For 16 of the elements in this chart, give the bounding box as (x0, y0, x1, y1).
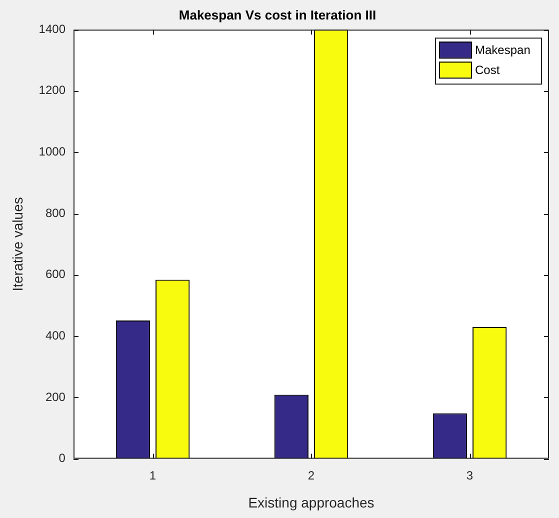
x-tick-label: 3 (466, 468, 474, 482)
legend-label: Makespan (475, 42, 530, 57)
y-tick-label: 0 (58, 451, 66, 466)
y-axis-title: Iterative values (9, 197, 26, 292)
legend-label: Cost (475, 62, 500, 77)
x-tick-label: 2 (308, 468, 315, 482)
y-tick-label: 1200 (38, 83, 66, 98)
y-tick-label: 1000 (38, 144, 66, 159)
chart-title: Makespan Vs cost in Iteration III (178, 7, 376, 22)
y-tick-label: 1400 (38, 22, 66, 36)
y-tick-label: 800 (45, 206, 66, 220)
x-axis-title: Existing approaches (248, 494, 374, 510)
y-tick-label: 600 (45, 267, 66, 282)
x-tick-label: 1 (149, 468, 156, 482)
y-tick-label: 400 (45, 328, 66, 342)
y-tick-label: 200 (45, 390, 66, 404)
